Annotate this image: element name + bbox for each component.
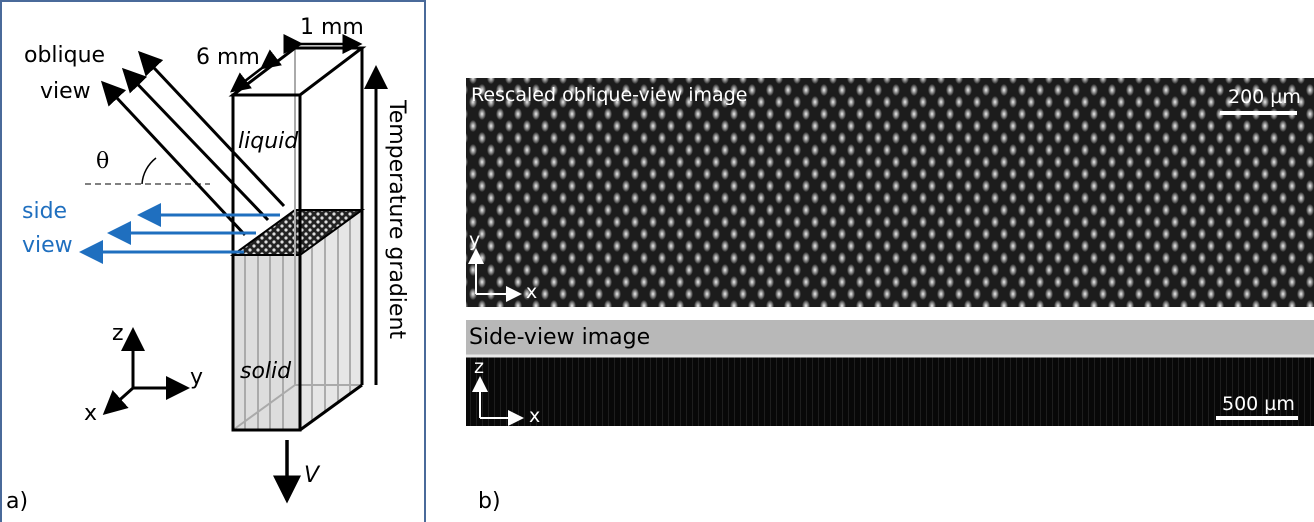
scale-label: 200 µm	[1228, 86, 1301, 108]
oblique-arrows	[100, 50, 286, 237]
side-arrows	[79, 203, 280, 264]
axes-triad	[102, 327, 190, 415]
side-label: side	[22, 199, 67, 224]
axis-label: x	[529, 405, 540, 427]
oblique-image	[466, 78, 1314, 307]
image-axes	[468, 248, 522, 302]
axis-label: x	[84, 401, 97, 426]
angle-label: θ	[96, 149, 109, 174]
side-image-liquid	[466, 320, 1314, 356]
panel-frame	[0, 0, 426, 522]
axis-label: y	[190, 365, 203, 390]
image-title: Rescaled oblique-view image	[471, 84, 747, 106]
gradient-label: Temperature gradient	[384, 99, 409, 339]
axis-label: y	[469, 229, 480, 251]
scale-label: 500 µm	[1222, 393, 1295, 415]
image-title: Side-view image	[469, 325, 650, 350]
side-label: view	[22, 233, 73, 258]
axis-label: z	[112, 321, 124, 346]
depth-label: 6 mm	[196, 45, 260, 70]
solid-label: solid	[240, 359, 292, 384]
velocity-label: V	[304, 463, 321, 488]
liquid-label: liquid	[238, 129, 299, 154]
axis-label: z	[474, 356, 484, 378]
oblique-label: oblique	[24, 43, 105, 68]
sample-box	[228, 46, 367, 432]
width-label: 1 mm	[300, 15, 364, 40]
panel-label: a)	[6, 489, 28, 514]
axis-label: x	[526, 281, 537, 303]
depth-arrow	[230, 49, 282, 93]
oblique-label: view	[40, 79, 91, 104]
image-axes	[472, 376, 524, 426]
panel-label: b)	[478, 489, 501, 514]
angle-arc	[141, 157, 157, 185]
